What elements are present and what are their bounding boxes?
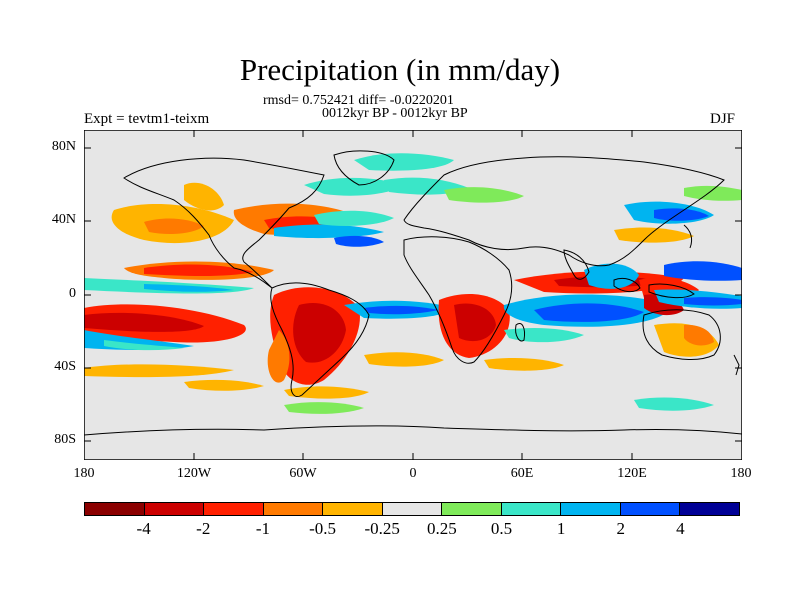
coastlines — [83, 150, 743, 436]
colorbar-box — [382, 503, 443, 515]
colorbar-label: -2 — [196, 519, 211, 538]
colorbar-label: 0.5 — [490, 519, 513, 538]
axis-ticks — [84, 130, 742, 460]
colorbar-box — [680, 503, 740, 515]
colorbar — [84, 502, 740, 516]
y-tick-label: 80N — [51, 139, 76, 154]
y-tick-label: 80S — [54, 432, 76, 447]
colorbar-label: 0.25 — [426, 519, 457, 538]
colorbar-box — [263, 503, 324, 515]
colorbar-box — [501, 503, 562, 515]
colorbar-box — [323, 503, 383, 515]
colorbar-label: -1 — [255, 519, 270, 538]
x-tick-label: 180 — [73, 466, 95, 481]
colorbar-label: -4 — [136, 519, 151, 538]
map-panel — [83, 129, 743, 461]
colorbar-label: 1 — [556, 519, 566, 538]
colorbar-box — [561, 503, 621, 515]
period-line: 0012kyr BP - 0012kyr BP — [322, 106, 468, 121]
colorbar-box — [144, 503, 205, 515]
x-tick-label: 60E — [510, 466, 534, 481]
colorbar-label: 4 — [676, 519, 685, 538]
x-tick-label: 60W — [289, 466, 317, 481]
stats-line: rmsd= 0.752421 diff= -0.0220201 — [263, 93, 454, 108]
x-tick-label: 120E — [617, 466, 647, 481]
experiment-label: Expt = tevtm1-teixm — [84, 111, 210, 127]
colorbar-label: -0.5 — [309, 519, 336, 538]
x-tick-label: 120W — [176, 466, 212, 481]
colorbar-box — [85, 503, 145, 515]
y-tick-label: 0 — [69, 286, 76, 301]
precip-map — [83, 129, 743, 461]
colorbar-label: 2 — [616, 519, 625, 538]
colorbar-box — [620, 503, 681, 515]
colorbar-label: -0.25 — [364, 519, 400, 538]
precip-anomaly-shading — [84, 153, 742, 414]
x-tick-label: 180 — [730, 466, 752, 481]
y-tick-label: 40N — [51, 212, 76, 227]
plot-title: Precipitation (in mm/day) — [239, 52, 561, 87]
y-tick-label: 40S — [54, 359, 76, 374]
x-tick-label: 0 — [409, 466, 417, 481]
colorbar-box — [442, 503, 502, 515]
colorbar-box — [204, 503, 264, 515]
season-label: DJF — [710, 111, 736, 127]
